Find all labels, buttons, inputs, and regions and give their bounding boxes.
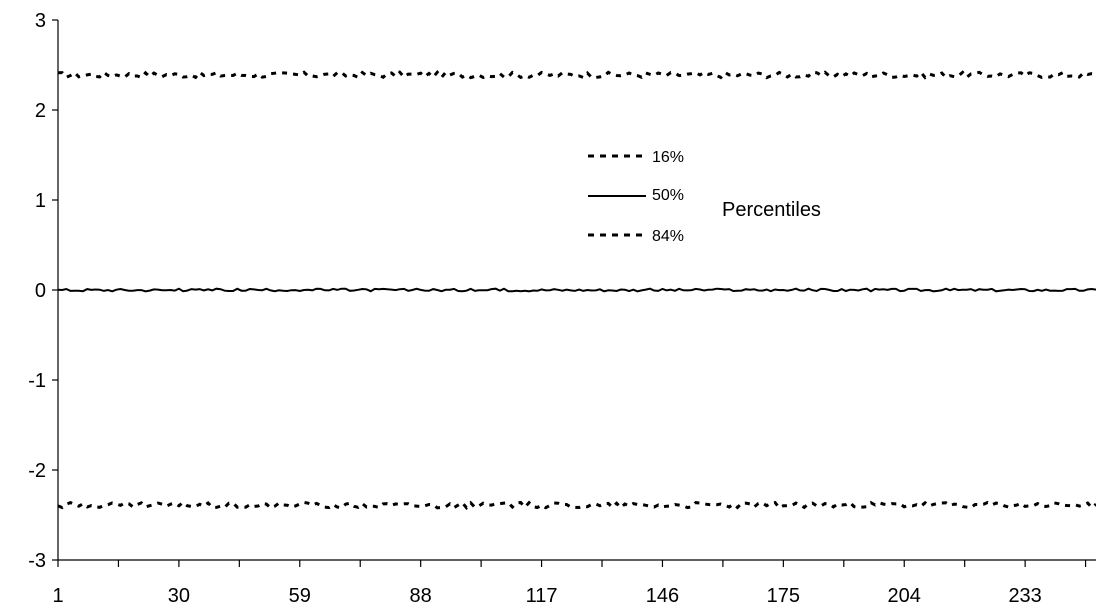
- x-tick-label: 117: [526, 585, 558, 607]
- x-tick-label: 146: [646, 585, 679, 607]
- legend-label-84: 84%: [652, 228, 684, 245]
- y-tick-label: -2: [28, 460, 46, 482]
- x-ticks: 1 30 59 88 117 146 175 204 233: [52, 560, 1087, 607]
- x-tick-label: 204: [888, 585, 921, 607]
- y-tick-label: 1: [35, 190, 46, 212]
- y-tick-label: 0: [35, 280, 46, 302]
- x-tick-label: 175: [767, 585, 800, 607]
- series-lines: [57, 69, 1096, 511]
- legend-title: Percentiles: [722, 199, 821, 221]
- y-ticks: 3 2 1 0 -1 -2 -3: [28, 10, 58, 572]
- y-tick-label: -1: [28, 370, 46, 392]
- x-tick-label: 1: [52, 585, 63, 607]
- x-tick-label: 88: [410, 585, 432, 607]
- x-tick-label: 30: [168, 585, 190, 607]
- x-axis: 1 30 59 88 117 146 175 204 233: [52, 559, 1096, 607]
- x-tick-label: 233: [1008, 585, 1041, 607]
- series-line-50: [57, 287, 1096, 293]
- y-tick-label: 3: [35, 10, 46, 32]
- series-line-84: [57, 500, 1096, 511]
- legend: 16% 50% 84% Percentiles: [588, 149, 821, 245]
- y-tick-label: -3: [28, 550, 46, 572]
- series-line-16: [57, 69, 1096, 80]
- legend-label-50: 50%: [652, 187, 684, 204]
- x-tick-label: 59: [289, 585, 311, 607]
- y-tick-label: 2: [35, 100, 46, 122]
- y-axis: 3 2 1 0 -1 -2 -3: [28, 10, 59, 572]
- legend-label-16: 16%: [652, 149, 684, 166]
